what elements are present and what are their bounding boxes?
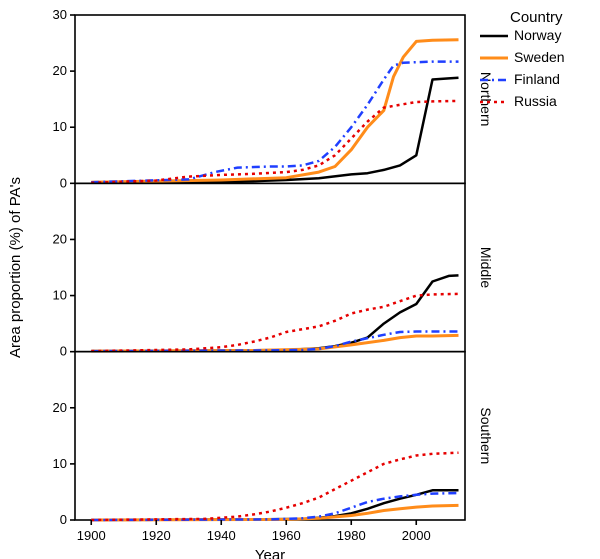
x-tick-label: 1900 [77,528,106,543]
line-southern-sweden [91,505,458,520]
line-middle-sweden [91,335,458,351]
x-tick-label: 1920 [142,528,171,543]
legend-label-sweden: Sweden [514,49,565,65]
x-tick-label: 2000 [402,528,431,543]
line-middle-russia [91,294,458,351]
line-middle-norway [91,275,458,351]
legend-label-finland: Finland [514,71,560,87]
y-tick-label: 10 [53,119,67,134]
panel-label-southern: Southern [478,407,494,464]
panel-northern-frame [75,15,465,183]
x-axis-title: Year [255,547,285,559]
panel-middle-frame [75,183,465,351]
y-tick-label: 0 [60,512,67,527]
x-tick-label: 1960 [272,528,301,543]
panel-label-middle: Middle [478,247,494,288]
y-tick-label: 10 [53,456,67,471]
line-northern-russia [91,101,458,183]
x-tick-label: 1980 [337,528,366,543]
line-southern-norway [91,490,458,520]
line-northern-sweden [91,40,458,183]
y-tick-label: 10 [53,288,67,303]
legend-title: Country [510,9,563,26]
figure: Area proportion (%) of PA's0102030Northe… [0,0,600,559]
y-axis-title: Area proportion (%) of PA's [7,177,24,358]
legend-label-norway: Norway [514,27,561,43]
x-tick-label: 1940 [207,528,236,543]
y-tick-label: 30 [53,7,67,22]
y-tick-label: 20 [53,231,67,246]
y-tick-label: 0 [60,175,67,190]
legend-label-russia: Russia [514,93,557,109]
y-tick-label: 0 [60,344,67,359]
line-middle-finland [91,332,458,352]
y-tick-label: 20 [53,63,67,78]
y-tick-label: 20 [53,400,67,415]
